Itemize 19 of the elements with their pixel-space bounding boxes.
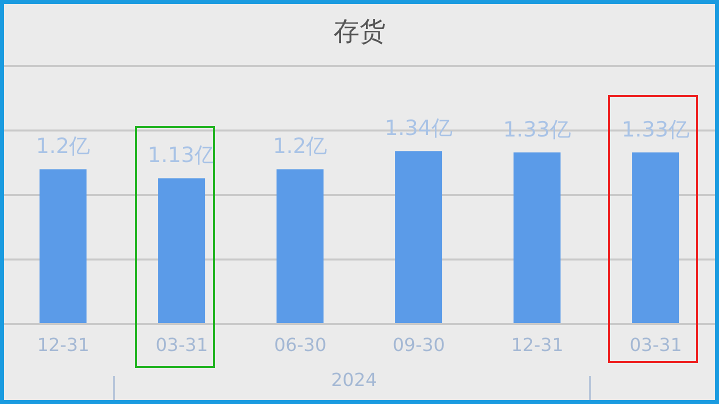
x-tick-label: 09-30: [392, 334, 445, 356]
bar: [158, 178, 206, 324]
bar: [40, 169, 87, 324]
bar: [395, 151, 442, 324]
x-tick-label: 06-30: [274, 334, 326, 356]
data-label: 1.33亿: [503, 117, 571, 142]
data-label: 1.33亿: [622, 117, 690, 142]
bar: [632, 152, 680, 324]
bar: [276, 169, 324, 324]
x-tick-label: 12-31: [511, 334, 564, 356]
x-tick-label: 03-31: [630, 334, 682, 356]
bar: [514, 152, 561, 324]
data-label: 1.2亿: [272, 134, 328, 158]
data-label: 1.2亿: [36, 134, 90, 158]
data-label: 1.34亿: [384, 116, 452, 140]
chart-title: 存货: [332, 16, 386, 49]
x-tick-label: 03-31: [156, 334, 208, 356]
text: 2024: [330, 370, 378, 391]
x-tick-label: 12-31: [37, 334, 90, 356]
